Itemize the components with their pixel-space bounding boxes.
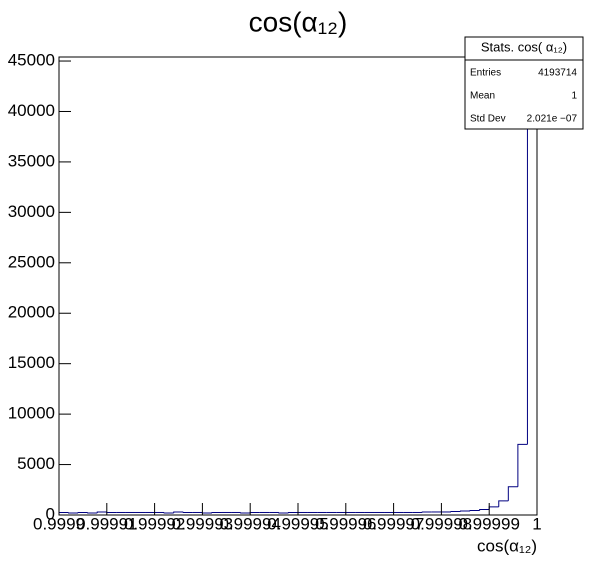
stats-key: Entries: [470, 68, 501, 79]
stats-key: Mean: [470, 91, 495, 102]
stats-value: 1: [571, 91, 577, 102]
histogram-bin: [96, 511, 107, 513]
y-tick-label: 0: [46, 504, 55, 523]
x-tick-label: 0.99997: [363, 514, 424, 533]
stats-title: Stats. cos( α₁₂): [481, 39, 567, 54]
y-tick-label: 15000: [8, 353, 55, 372]
stats-key: Std Dev: [470, 114, 506, 125]
y-tick-label: 25000: [8, 252, 55, 271]
histogram-bin: [211, 511, 222, 513]
histogram-bin: [59, 511, 69, 515]
x-tick-label: 0.99996: [315, 514, 376, 533]
y-tick-label: 20000: [8, 303, 55, 322]
histogram-bin: [450, 510, 461, 512]
stats-value: 4193714: [538, 68, 577, 79]
histogram-bin: [278, 512, 289, 514]
histogram-bin: [240, 512, 251, 514]
histogram-bin: [517, 443, 528, 487]
histogram-bin: [163, 512, 174, 514]
x-tick-label: 1: [532, 514, 541, 533]
y-tick-label: 30000: [8, 202, 55, 221]
stats-border: [464, 36, 584, 130]
histogram-bin: [498, 500, 509, 507]
histogram-bin: [68, 512, 79, 514]
y-tick-label: 35000: [8, 151, 55, 170]
stats-value: 2.021e −07: [527, 114, 578, 125]
histogram-bin: [77, 511, 88, 513]
histogram-bin: [479, 508, 490, 511]
histogram-bin: [421, 511, 432, 513]
histogram-bin: [469, 509, 480, 511]
histogram-bin: [201, 512, 212, 514]
histogram-bin: [507, 486, 518, 501]
chart-title: cos(α₁₂): [249, 6, 348, 37]
histogram-bin: [460, 510, 471, 512]
x-tick-label: 0.9999: [33, 514, 85, 533]
histogram-bin: [87, 512, 98, 514]
histogram-bin: [182, 511, 193, 513]
stats-box: Stats. cos( α₁₂) Entries 4193714 Mean 1 …: [464, 36, 584, 130]
histogram-bin: [106, 511, 117, 513]
x-tick-label: 0.99994: [219, 514, 280, 533]
x-tick-label: 0.99991: [76, 514, 137, 533]
x-tick-label: 0.99999: [458, 514, 519, 533]
x-tick-label: 0.99998: [411, 514, 472, 533]
x-axis-label: cos(α₁₂): [477, 536, 537, 555]
y-tick-label: 45000: [8, 51, 55, 70]
histogram-bin: [173, 511, 184, 513]
x-tick-label: 0.99995: [267, 514, 328, 533]
histogram-bin: [287, 511, 298, 513]
histogram-bin: [249, 511, 260, 513]
x-tick-label: 0.99992: [124, 514, 185, 533]
x-tick-label: 0.99993: [172, 514, 233, 533]
y-tick-label: 10000: [8, 404, 55, 423]
y-tick-label: 5000: [17, 454, 55, 473]
y-tick-label: 40000: [8, 101, 55, 120]
